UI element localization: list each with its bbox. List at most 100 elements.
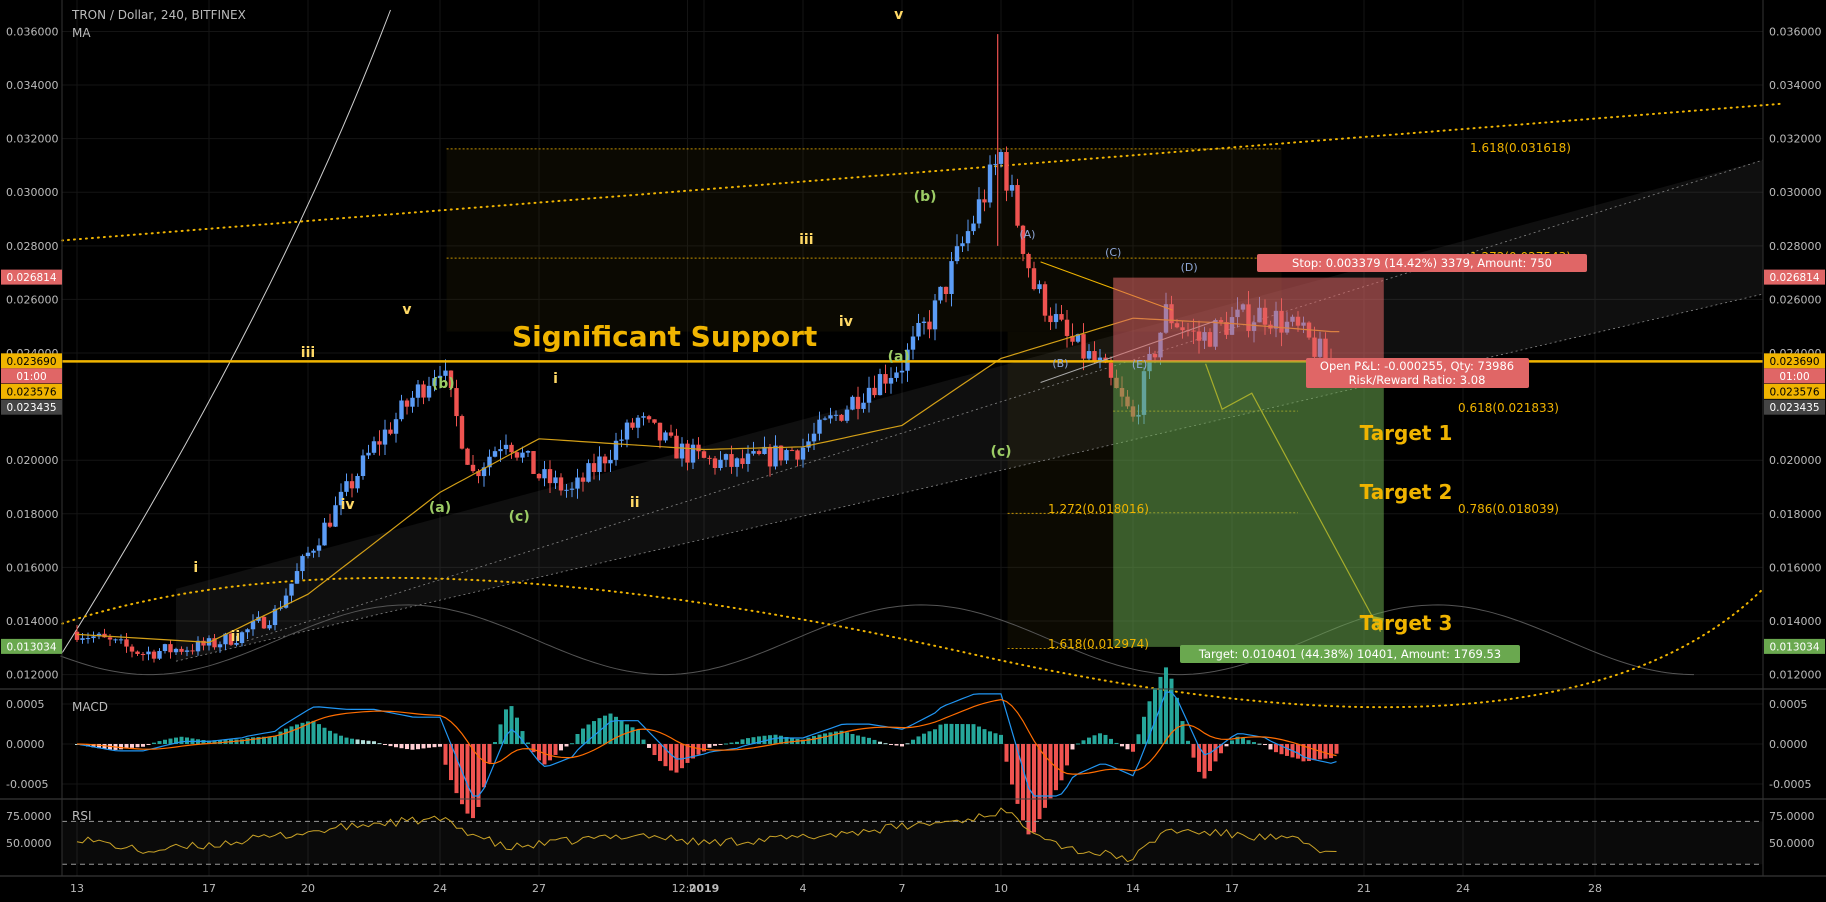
macd-tick-left: 0.0000 [6, 738, 45, 751]
macd-histogram-bar [1296, 744, 1300, 759]
candle-body [932, 300, 938, 330]
price-tick-left: 0.026000 [6, 293, 59, 306]
macd-histogram-bar [97, 744, 101, 749]
macd-histogram-bar [278, 731, 283, 744]
candle-body [481, 467, 487, 477]
candle-body [80, 638, 85, 640]
macd-histogram-bar [542, 744, 547, 765]
macd-histogram-bar [575, 733, 580, 744]
price-tick-right: 0.016000 [1769, 561, 1822, 574]
macd-histogram-bar [1081, 740, 1086, 744]
macd-histogram-bar [916, 736, 921, 744]
macd-histogram-bar [141, 744, 145, 747]
candle-body [443, 370, 448, 376]
macd-histogram-bar [399, 744, 404, 749]
candle-body [520, 452, 525, 458]
macd-histogram-bar [372, 741, 376, 744]
candle-body [1048, 315, 1053, 323]
price-tick-right: 0.028000 [1769, 240, 1822, 253]
wave-label-blue: (E) [1132, 358, 1148, 371]
macd-histogram-bar [1213, 744, 1218, 762]
macd-histogram-bar [427, 744, 431, 748]
candle-body [954, 246, 960, 262]
wave-label-green: (a) [429, 500, 451, 516]
candle-body [597, 456, 602, 472]
macd-histogram-bar [163, 739, 167, 744]
macd-histogram-bar [1142, 716, 1146, 744]
price-badge-text: 0.026814 [6, 272, 56, 284]
candle-body [201, 640, 206, 646]
macd-histogram-bar [366, 740, 371, 744]
candle-body [993, 163, 998, 165]
candle-body [168, 644, 173, 653]
candle-body [393, 419, 399, 434]
macd-histogram-bar [735, 741, 739, 744]
candle-body [663, 432, 668, 441]
wave-label-light: v [894, 7, 903, 23]
candle-body [740, 458, 745, 464]
macd-histogram-bar [834, 731, 838, 744]
macd-histogram-bar [1224, 744, 1229, 747]
macd-histogram-bar [1131, 744, 1135, 752]
macd-histogram-bar [317, 724, 321, 744]
price-badge-text: 0.023576 [6, 386, 56, 398]
macd-histogram-bar [790, 738, 794, 744]
macd-histogram-bar [966, 724, 970, 744]
stop-info-box [1257, 254, 1587, 272]
candle-body [190, 650, 195, 652]
candle-body [459, 416, 465, 449]
macd-histogram-bar [823, 733, 827, 744]
candle-body [756, 451, 762, 455]
macd-histogram-bar [504, 709, 508, 744]
candle-body [118, 639, 124, 641]
candle-body [503, 444, 509, 450]
macd-histogram-bar [135, 744, 140, 748]
candle-body [646, 416, 652, 420]
wave-label-light: iv [341, 497, 355, 513]
candle-body [894, 372, 899, 378]
macd-histogram-bar [487, 744, 492, 763]
candle-body [1108, 362, 1114, 378]
candle-body [1026, 253, 1031, 269]
macd-histogram-bar [933, 729, 937, 744]
candle-body [487, 456, 492, 468]
macd-histogram-bar [685, 744, 690, 763]
macd-histogram-bar [1175, 697, 1179, 744]
candle-body [784, 450, 789, 461]
macd-histogram-bar [955, 723, 959, 744]
rsi-label: RSI [72, 809, 92, 823]
macd-histogram-bar [1120, 744, 1124, 747]
candle-body [245, 629, 250, 633]
macd-histogram-bar [559, 744, 563, 751]
macd-histogram-bar [724, 743, 728, 745]
candle-body [938, 286, 943, 301]
candle-body [619, 439, 624, 441]
candle-body [91, 636, 96, 639]
macd-histogram-bar [592, 721, 596, 744]
macd-histogram-bar [1246, 740, 1251, 744]
macd-histogram-bar [971, 724, 976, 744]
macd-histogram-bar [273, 736, 277, 744]
macd-histogram-bar [779, 735, 783, 744]
wave-label-light: ii [231, 629, 241, 645]
macd-histogram-bar [537, 744, 541, 761]
price-tick-left: 0.036000 [6, 25, 59, 38]
ma-indicator-label: MA [72, 26, 91, 40]
price-badge-text: 0.023435 [6, 402, 56, 414]
candle-body [272, 608, 278, 626]
macd-histogram-bar [526, 742, 530, 744]
price-tick-right: 0.018000 [1769, 508, 1822, 521]
macd-histogram-bar [1169, 678, 1174, 744]
macd-histogram-bar [405, 744, 409, 750]
macd-histogram-bar [1241, 738, 1245, 744]
time-tick-label: 10 [994, 882, 1008, 895]
candle-body [74, 631, 80, 640]
macd-histogram-bar [564, 744, 569, 747]
candle-body [316, 545, 322, 551]
candle-body [828, 415, 833, 419]
macd-histogram-bar [608, 713, 613, 744]
price-tick-left: 0.012000 [6, 669, 59, 682]
macd-histogram-bar [295, 724, 299, 744]
macd-histogram-bar [1065, 744, 1069, 766]
